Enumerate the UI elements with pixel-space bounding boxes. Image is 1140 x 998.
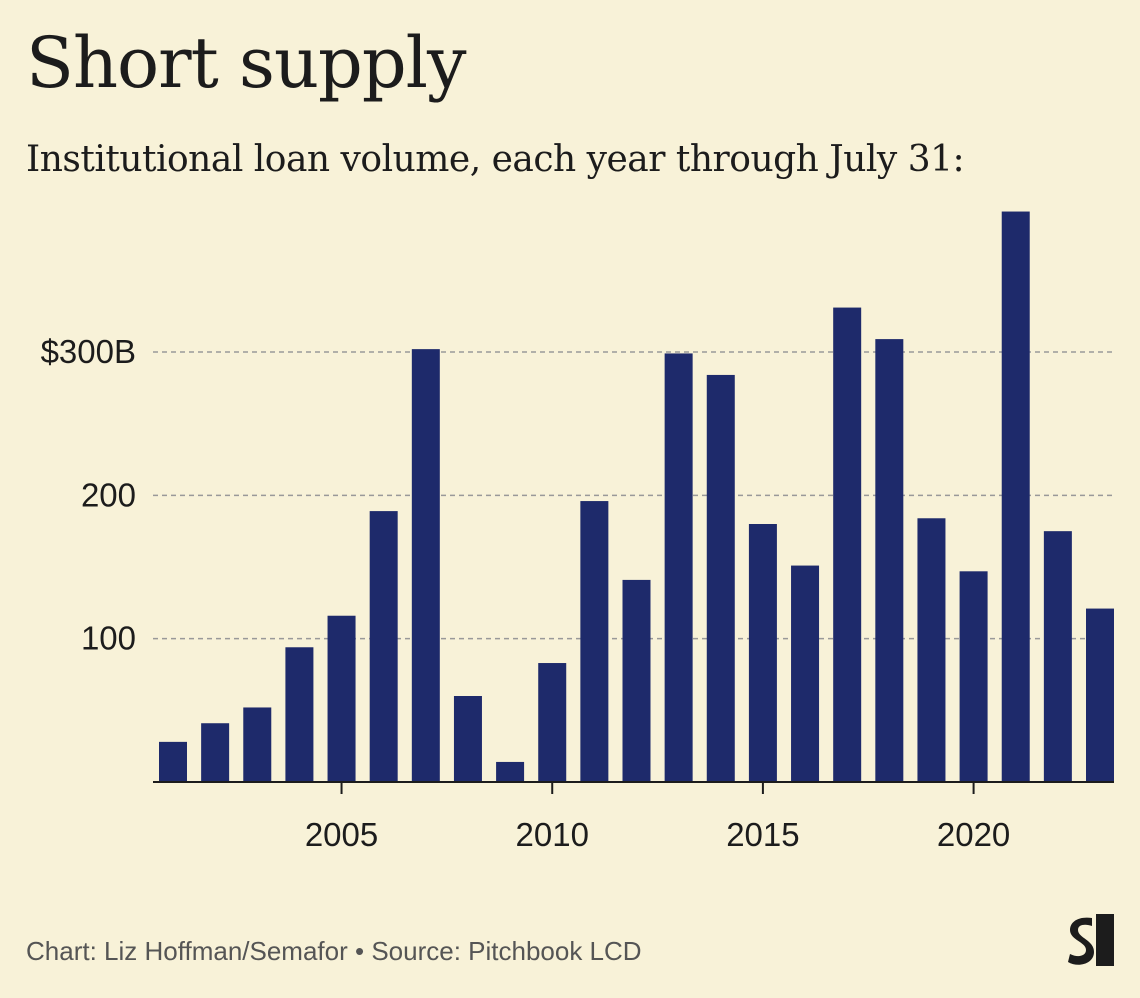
bar-2022 — [1043, 531, 1072, 782]
bars — [159, 211, 1114, 783]
bar-2018 — [875, 339, 904, 782]
bar-2006 — [369, 511, 398, 782]
bar-2011 — [580, 501, 609, 782]
bar-2001 — [159, 741, 187, 782]
semafor-logo-icon — [1068, 914, 1114, 966]
x-tick-label: 2005 — [305, 816, 378, 853]
bar-chart: 100 200 $300B 2005 2010 2015 2020 — [41, 211, 1114, 853]
bar-2021 — [1001, 211, 1030, 783]
chart-subtitle: Institutional loan volume, each year thr… — [26, 139, 965, 180]
y-tick-label: 200 — [81, 476, 136, 513]
bar-2020 — [959, 571, 988, 782]
chart-title: Short supply — [26, 22, 467, 104]
bar-2008 — [453, 696, 482, 782]
x-tick-label: 2015 — [726, 816, 799, 853]
bar-2014 — [706, 374, 735, 782]
bar-2004 — [285, 647, 314, 782]
y-tick-label: $300B — [41, 333, 136, 370]
bar-2015 — [748, 524, 777, 782]
bar-2010 — [538, 663, 567, 782]
axes: 2005 2010 2015 2020 — [153, 781, 1114, 853]
y-tick-label: 100 — [81, 620, 136, 657]
source-credit: Chart: Liz Hoffman/Semafor • Source: Pit… — [26, 936, 642, 966]
bar-2012 — [622, 579, 651, 782]
bar-2016 — [791, 565, 820, 782]
bar-2013 — [664, 353, 693, 782]
x-tick-label: 2010 — [516, 816, 589, 853]
bar-2023 — [1086, 608, 1114, 782]
bar-2007 — [411, 349, 440, 782]
x-tick-label: 2020 — [937, 816, 1010, 853]
bar-2017 — [833, 307, 862, 782]
bar-2005 — [327, 615, 356, 782]
bar-2009 — [496, 761, 525, 782]
gridlines: 100 200 $300B — [41, 333, 1114, 657]
bar-2019 — [917, 518, 946, 782]
bar-2003 — [243, 707, 272, 782]
bar-2002 — [201, 723, 230, 782]
